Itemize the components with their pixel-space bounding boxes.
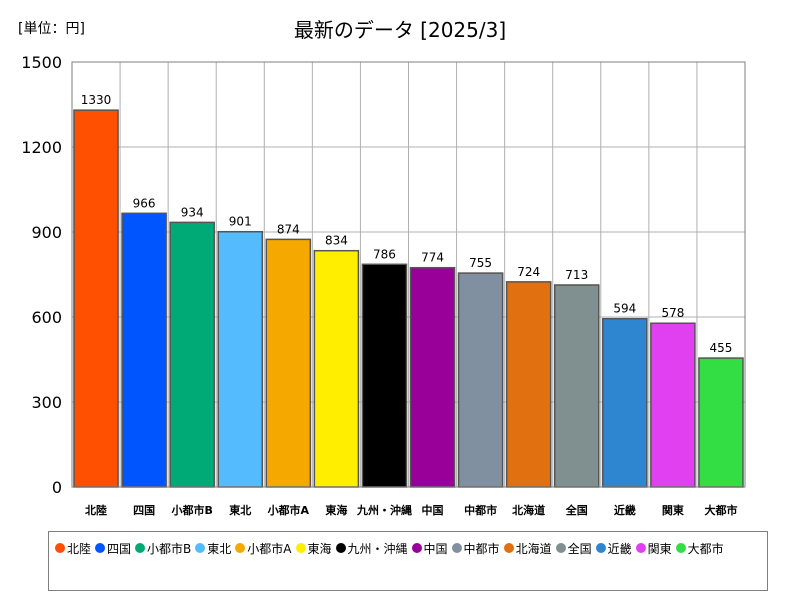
legend-label: 小都市A [247, 540, 291, 557]
legend-item: 近畿 [596, 538, 632, 558]
data-label: 755 [469, 256, 492, 270]
legend-swatch [676, 543, 686, 553]
legend-item: 関東 [636, 538, 672, 558]
data-label: 786 [373, 247, 396, 261]
legend-label: 北海道 [516, 540, 552, 557]
legend-item: 大都市 [676, 538, 724, 558]
legend-item: 小都市A [235, 538, 291, 558]
legend-item: 東海 [296, 538, 332, 558]
legend-swatch [135, 543, 145, 553]
legend-swatch [296, 543, 306, 553]
bar [74, 110, 118, 487]
legend-swatch [596, 543, 606, 553]
data-label: 594 [613, 302, 636, 316]
legend-item: 東北 [195, 538, 231, 558]
legend-label: 東海 [308, 540, 332, 557]
bar [411, 268, 455, 487]
legend-label: 九州・沖縄 [348, 540, 408, 557]
bar [218, 232, 262, 487]
bar [651, 323, 695, 487]
y-tick-label: 1500 [21, 53, 62, 72]
x-tick-label: 北陸 [85, 503, 107, 517]
legend-swatch [195, 543, 205, 553]
legend-item: 北陸 [55, 538, 91, 558]
data-label: 834 [325, 234, 348, 248]
bar [507, 282, 551, 487]
legend-label: 東北 [207, 540, 231, 557]
data-label: 774 [421, 251, 444, 265]
x-tick-label: 東北 [229, 503, 251, 517]
legend-label: 四国 [107, 540, 131, 557]
legend-swatch [55, 543, 65, 553]
data-label: 934 [181, 205, 204, 219]
x-tick-label: 中都市 [464, 503, 497, 517]
bar [459, 273, 503, 487]
y-tick-label: 600 [31, 308, 62, 327]
x-tick-label: 大都市 [704, 503, 737, 517]
legend-label: 近畿 [608, 540, 632, 557]
data-label: 874 [277, 222, 300, 236]
legend-swatch [556, 543, 566, 553]
x-tick-label: 九州・沖縄 [356, 503, 412, 517]
y-tick-label: 0 [52, 478, 62, 497]
bar [362, 264, 406, 487]
legend-item: 中都市 [452, 538, 500, 558]
legend-item: 小都市B [135, 538, 191, 558]
x-tick-label: 全国 [565, 503, 588, 517]
data-label: 724 [517, 265, 540, 279]
legend-label: 北陸 [67, 540, 91, 557]
legend-swatch [452, 543, 462, 553]
bar [699, 358, 743, 487]
legend-item: 全国 [556, 538, 592, 558]
data-label: 901 [229, 215, 252, 229]
chart-legend: 北陸 四国 小都市B 東北 小都市A 東海 九州・沖縄 中国 中都市 北海道 全国 近畿 関東 大都市 [48, 531, 768, 591]
bar [314, 251, 358, 487]
x-tick-label: 近畿 [614, 503, 636, 517]
bar [170, 222, 214, 487]
legend-label: 中都市 [464, 540, 500, 557]
legend-label: 大都市 [688, 540, 724, 557]
x-tick-label: 四国 [133, 504, 155, 517]
data-label: 1330 [81, 93, 112, 107]
x-tick-label: 中国 [422, 503, 444, 517]
x-tick-label: 関東 [662, 503, 685, 517]
bar [266, 239, 310, 487]
legend-item: 九州・沖縄 [336, 538, 408, 558]
bar [555, 285, 599, 487]
data-label: 455 [710, 341, 733, 355]
legend-swatch [95, 543, 105, 553]
x-tick-label: 東海 [325, 503, 347, 517]
legend-item: 四国 [95, 538, 131, 558]
legend-label: 関東 [648, 540, 672, 557]
x-tick-label: 小都市B [170, 503, 212, 517]
legend-label: 全国 [568, 540, 592, 557]
x-tick-label: 小都市A [267, 503, 310, 517]
legend-label: 小都市B [147, 540, 191, 557]
data-label: 713 [565, 268, 588, 282]
bar [122, 213, 166, 487]
y-tick-label: 300 [31, 393, 62, 412]
legend-swatch [336, 543, 346, 553]
legend-swatch [504, 543, 514, 553]
y-tick-label: 900 [31, 223, 62, 242]
bar [603, 319, 647, 487]
y-tick-label: 1200 [21, 138, 62, 157]
legend-swatch [636, 543, 646, 553]
data-label: 966 [133, 196, 156, 210]
data-label: 578 [661, 306, 684, 320]
legend-item: 中国 [412, 538, 448, 558]
x-tick-label: 北海道 [512, 503, 545, 517]
legend-item: 北海道 [504, 538, 552, 558]
legend-swatch [235, 543, 245, 553]
legend-swatch [412, 543, 422, 553]
legend-label: 中国 [424, 540, 448, 557]
